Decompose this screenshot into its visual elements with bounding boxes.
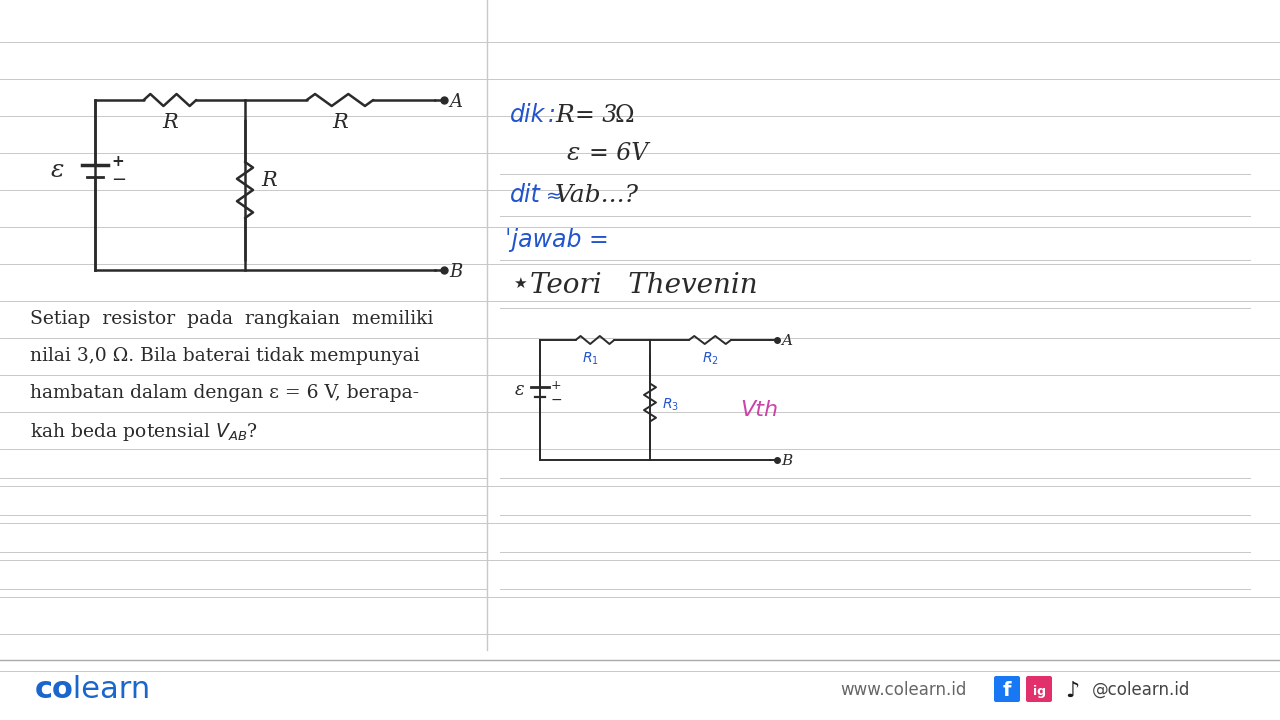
FancyBboxPatch shape bbox=[995, 676, 1020, 702]
Text: R: R bbox=[261, 171, 276, 189]
Text: Setiap  resistor  pada  rangkaian  memiliki: Setiap resistor pada rangkaian memiliki bbox=[29, 310, 434, 328]
Text: B: B bbox=[781, 454, 792, 468]
Text: +: + bbox=[550, 379, 562, 392]
Text: ε: ε bbox=[515, 381, 525, 399]
FancyBboxPatch shape bbox=[1027, 676, 1052, 702]
Text: A: A bbox=[449, 93, 462, 111]
Text: A: A bbox=[781, 334, 792, 348]
Text: co: co bbox=[35, 675, 74, 704]
Text: $R_2$: $R_2$ bbox=[701, 351, 718, 367]
Text: nilai 3,0 Ω. Bila baterai tidak mempunyai: nilai 3,0 Ω. Bila baterai tidak mempunya… bbox=[29, 347, 420, 365]
Text: = 3: = 3 bbox=[575, 104, 617, 127]
Text: ε: ε bbox=[567, 142, 580, 164]
Text: Teori   Thevenin: Teori Thevenin bbox=[530, 271, 758, 299]
Text: f: f bbox=[1002, 682, 1011, 701]
Text: www.colearn.id: www.colearn.id bbox=[840, 681, 966, 699]
Text: ♪: ♪ bbox=[1065, 681, 1079, 701]
Text: B: B bbox=[449, 263, 462, 281]
Text: R: R bbox=[556, 104, 573, 127]
Text: ε: ε bbox=[50, 158, 64, 181]
Text: ≈: ≈ bbox=[547, 186, 562, 205]
Text: R: R bbox=[332, 113, 348, 132]
Text: ˈjawab =: ˈjawab = bbox=[506, 228, 609, 252]
Text: kah beda potensial $V_{AB}$?: kah beda potensial $V_{AB}$? bbox=[29, 421, 259, 443]
Text: Vab...?: Vab...? bbox=[556, 184, 639, 207]
Text: :: : bbox=[548, 103, 556, 127]
Text: −: − bbox=[111, 171, 127, 189]
Text: $R_1$: $R_1$ bbox=[581, 351, 599, 367]
Text: Ω: Ω bbox=[614, 104, 635, 127]
Text: @colearn.id: @colearn.id bbox=[1092, 681, 1190, 699]
Text: dik: dik bbox=[509, 103, 545, 127]
Text: ig: ig bbox=[1033, 685, 1046, 698]
Text: R: R bbox=[163, 113, 178, 132]
Text: Vth: Vth bbox=[740, 400, 778, 420]
Text: hambatan dalam dengan ε = 6 V, berapa-: hambatan dalam dengan ε = 6 V, berapa- bbox=[29, 384, 419, 402]
Text: $R_3$: $R_3$ bbox=[662, 397, 678, 413]
Text: learn: learn bbox=[63, 675, 150, 704]
Text: −: − bbox=[550, 393, 563, 407]
Text: +: + bbox=[111, 153, 124, 168]
Text: ★: ★ bbox=[513, 276, 526, 290]
Text: = 6V: = 6V bbox=[589, 142, 648, 164]
Text: dit: dit bbox=[509, 183, 541, 207]
